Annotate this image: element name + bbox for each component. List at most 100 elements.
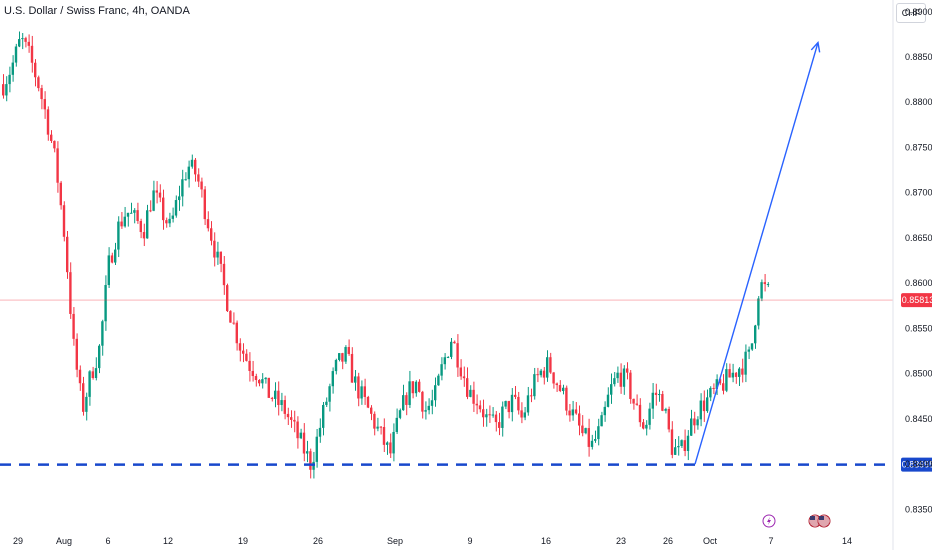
candle-body	[606, 394, 610, 407]
candle-body	[450, 341, 453, 357]
candle-body	[434, 385, 437, 401]
candle-body	[750, 343, 754, 350]
time-tick-label: Sep	[387, 536, 403, 546]
candle-body	[424, 410, 427, 412]
flag-canton	[819, 516, 824, 520]
candle-body	[389, 442, 392, 454]
current-price-badge	[901, 293, 932, 308]
candle-body	[690, 418, 693, 436]
candle-body	[571, 409, 574, 416]
candle-body	[104, 285, 107, 322]
candle-body	[30, 45, 34, 63]
time-axis[interactable]: 29 Aug 6 12 19 26 Sep 9 16 23 26 Oct 7 14	[13, 536, 852, 546]
candle-body	[699, 400, 702, 420]
candle-body	[235, 322, 238, 344]
candle-body	[578, 413, 581, 426]
arrow-head[interactable]	[810, 40, 821, 53]
candle-body	[363, 386, 366, 397]
candle-body	[648, 408, 651, 425]
candle-body	[462, 376, 466, 379]
candle-body	[392, 431, 395, 454]
candle-body	[168, 218, 171, 224]
candle-body	[126, 212, 130, 217]
candle-body	[616, 372, 619, 379]
candle-body	[747, 349, 750, 352]
candle-body	[744, 351, 747, 375]
candle-body	[715, 379, 718, 390]
candle-body	[37, 77, 40, 89]
candle-body	[440, 364, 443, 376]
candle-body	[133, 210, 136, 213]
candle-body	[610, 384, 613, 395]
candle-body	[69, 272, 72, 314]
candle-body	[603, 406, 606, 416]
time-tick-label: 12	[163, 536, 173, 546]
candle-body	[549, 357, 552, 373]
time-tick-label: 6	[105, 536, 110, 546]
candle-body	[459, 367, 462, 377]
candle-body	[520, 410, 523, 418]
support-price-badge	[901, 457, 932, 472]
candle-body	[242, 350, 245, 354]
candle-body	[443, 357, 446, 365]
candle-body	[360, 386, 363, 399]
candle-body	[734, 372, 738, 377]
candle-body	[373, 413, 376, 429]
candle-body	[386, 442, 389, 445]
candle-body	[88, 371, 91, 397]
candle-body	[130, 212, 133, 214]
projection-arrow[interactable]	[694, 40, 821, 465]
candle-body	[78, 369, 82, 384]
currency-button[interactable]: CHF	[896, 3, 926, 23]
candle-body	[642, 422, 645, 429]
candle-body	[222, 263, 226, 286]
candle-body	[466, 378, 469, 397]
candle-body	[296, 421, 299, 439]
candle-body	[382, 426, 386, 445]
candle-body	[507, 401, 510, 413]
time-tick-label: Oct	[703, 536, 718, 546]
candle-body	[62, 205, 66, 237]
candle-body	[568, 410, 571, 416]
candle-body	[712, 387, 715, 390]
candle-body	[533, 374, 536, 397]
arrow-line[interactable]	[694, 42, 819, 465]
candle-body	[43, 99, 46, 110]
time-tick-label: Aug	[56, 536, 72, 546]
candle-body	[34, 62, 37, 78]
candle-body	[664, 409, 667, 411]
candle-body	[94, 368, 98, 378]
candle-body	[632, 398, 635, 404]
chart-title: U.S. Dollar / Swiss Franc, 4h, OANDA	[4, 5, 190, 17]
candle-body	[530, 395, 533, 397]
candle-body	[587, 428, 590, 447]
event-icons[interactable]	[762, 514, 831, 528]
candle-body	[216, 251, 219, 258]
candle-body	[5, 84, 8, 96]
candle-body	[197, 174, 200, 182]
candle-body	[376, 426, 379, 429]
candle-body	[370, 407, 373, 414]
candle-body	[702, 400, 706, 412]
candle-body	[331, 371, 334, 387]
candle-body	[354, 376, 357, 383]
candle-body	[142, 232, 146, 239]
candle-body	[59, 182, 62, 206]
candle-body	[536, 374, 539, 376]
price-tick-label: 0.83500	[905, 504, 932, 514]
candle-body	[491, 414, 494, 416]
candle-body	[629, 372, 632, 399]
candle-body	[696, 419, 699, 426]
candle-body	[11, 62, 14, 75]
candle-body	[123, 216, 126, 227]
candle-body	[651, 392, 654, 409]
candle-body	[146, 210, 149, 239]
candle-body	[350, 353, 354, 383]
candle-body	[171, 215, 174, 219]
candle-body	[267, 377, 270, 398]
